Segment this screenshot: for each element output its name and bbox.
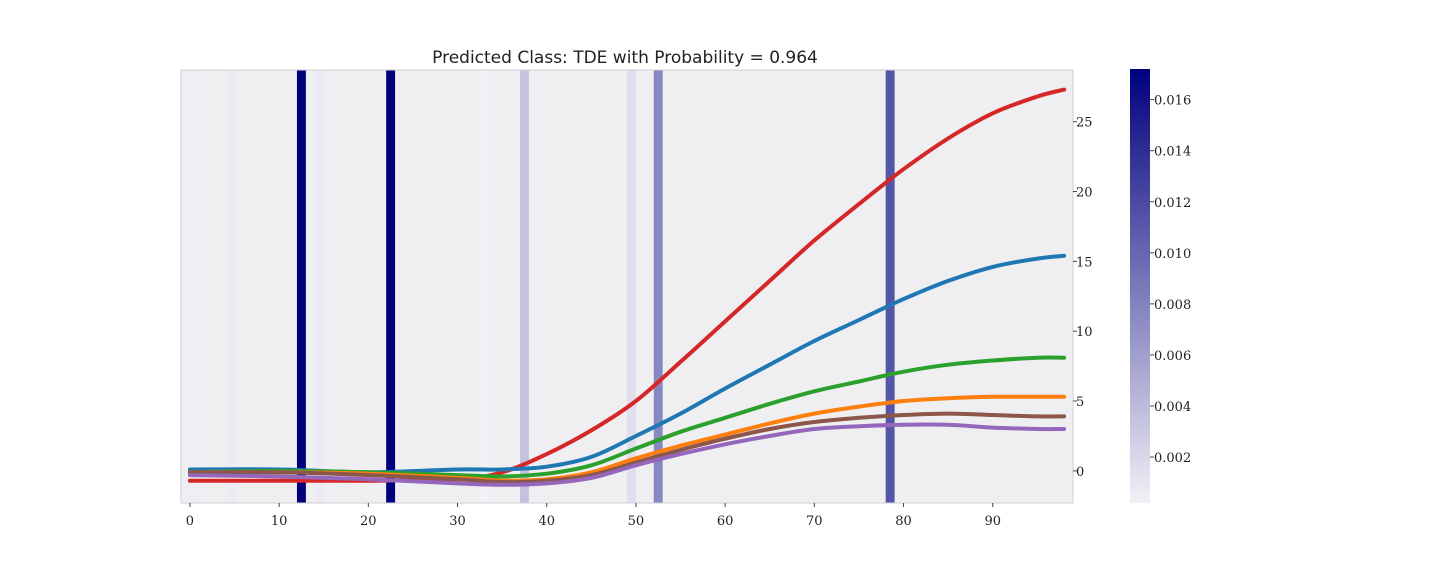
colorbar-tick-label: 0.012	[1154, 196, 1191, 211]
colorbar-tick-label: 0.016	[1154, 94, 1191, 109]
y-tick-label: 20	[1076, 186, 1093, 201]
y-tick-label: 5	[1076, 395, 1084, 410]
x-tick-label: 50	[628, 514, 645, 529]
attention-band	[885, 70, 895, 503]
y-tick-label: 0	[1076, 465, 1084, 480]
chart-title: Predicted Class: TDE with Probability = …	[432, 48, 818, 68]
x-tick-label: 90	[984, 514, 1001, 529]
colorbar-tick-label: 0.004	[1154, 400, 1191, 415]
colorbar-tick-label: 0.002	[1154, 451, 1191, 466]
attention-band	[519, 70, 529, 503]
attention-band	[653, 70, 663, 503]
series-line	[187, 422, 1067, 487]
series-line	[187, 253, 1067, 475]
colorbar-tick-label: 0.006	[1154, 349, 1191, 364]
attention-band	[627, 70, 636, 503]
x-tick-label: 0	[186, 514, 194, 529]
x-tick-label: 60	[717, 514, 734, 529]
attention-band	[314, 70, 324, 503]
colorbar: 0.002 0.004 0.006 0.008 0.010 0.012 0.014 0.016	[1130, 69, 1191, 503]
x-tick-label: 10	[271, 514, 288, 529]
colorbar-scale	[1130, 69, 1150, 503]
x-tick-label: 80	[895, 514, 912, 529]
x-tick-label: 40	[538, 514, 555, 529]
series-line	[187, 411, 1067, 485]
attention-band	[479, 70, 489, 503]
plot-area: 0 10 20 30 40 50 60 70 80 90 0 5 10 15 20 25	[180, 69, 1093, 529]
attention-band	[225, 70, 235, 503]
y-tick-label: 10	[1076, 325, 1093, 340]
colorbar-tick-label: 0.008	[1154, 298, 1191, 313]
colorbar-tick-label: 0.014	[1154, 145, 1191, 160]
colorbar-tick-label: 0.010	[1154, 247, 1191, 262]
y-tick-label: 25	[1076, 116, 1093, 131]
x-tick-label: 70	[806, 514, 823, 529]
x-tick-label: 20	[360, 514, 377, 529]
attention-band	[386, 70, 396, 503]
plot-frame	[180, 69, 1074, 504]
attention-band	[185, 70, 195, 503]
attention-band	[296, 70, 306, 503]
y-tick-label: 15	[1076, 255, 1093, 270]
x-tick-label: 30	[449, 514, 466, 529]
